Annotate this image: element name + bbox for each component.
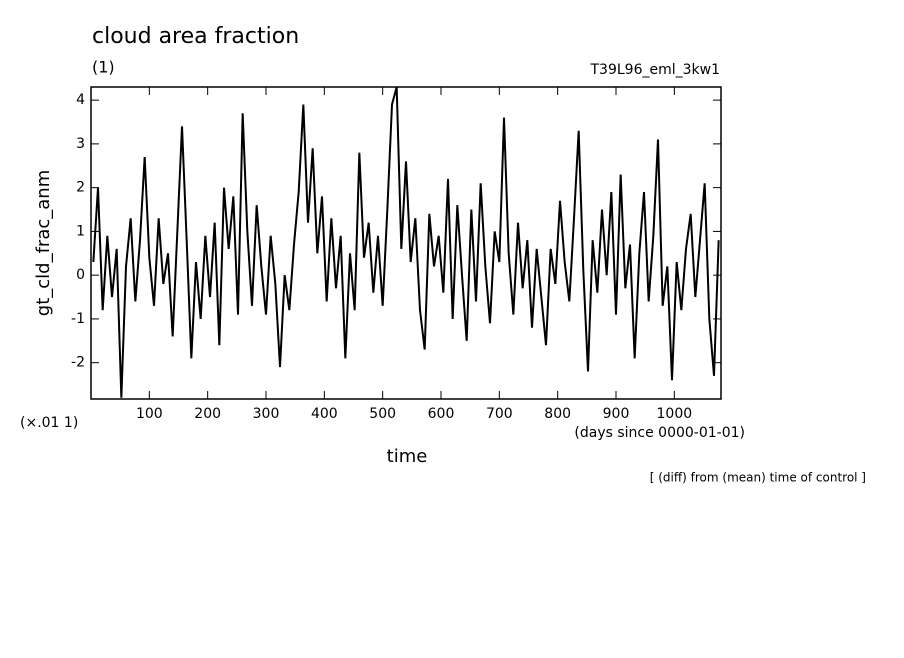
- y-tick-label: 0: [76, 267, 85, 283]
- y-tick-label: -2: [71, 355, 85, 371]
- y-tick-label: 2: [76, 180, 85, 196]
- y-unit: (×.01 1): [20, 415, 78, 431]
- y-axis-label: gt_cld_frac_anm: [33, 170, 54, 316]
- note: [ (diff) from (mean) time of control ]: [650, 471, 866, 485]
- x-tick-label: 100: [136, 406, 163, 422]
- run-label: T39L96_eml_3kw1: [590, 62, 721, 78]
- x-unit: (days since 0000-01-01): [574, 425, 745, 441]
- x-tick-label: 300: [253, 406, 280, 422]
- y-tick-label: 4: [76, 92, 85, 108]
- x-tick-label: 500: [369, 406, 396, 422]
- x-tick-label: 200: [194, 406, 221, 422]
- x-tick-label: 900: [603, 406, 630, 422]
- y-tick-label: 3: [76, 136, 85, 152]
- x-tick-label: 700: [486, 406, 513, 422]
- plot-frame: [90, 86, 722, 400]
- y-tick-label: 1: [76, 223, 85, 239]
- x-tick-label: 1000: [657, 406, 693, 422]
- chart-title: cloud area fraction: [92, 24, 299, 49]
- subtitle: (1): [92, 58, 115, 77]
- x-tick-label: 400: [311, 406, 338, 422]
- data-line: [92, 87, 720, 398]
- y-tick-label: -1: [71, 311, 85, 327]
- x-axis-label: time: [387, 446, 428, 467]
- x-tick-label: 600: [428, 406, 455, 422]
- x-tick-label: 800: [544, 406, 571, 422]
